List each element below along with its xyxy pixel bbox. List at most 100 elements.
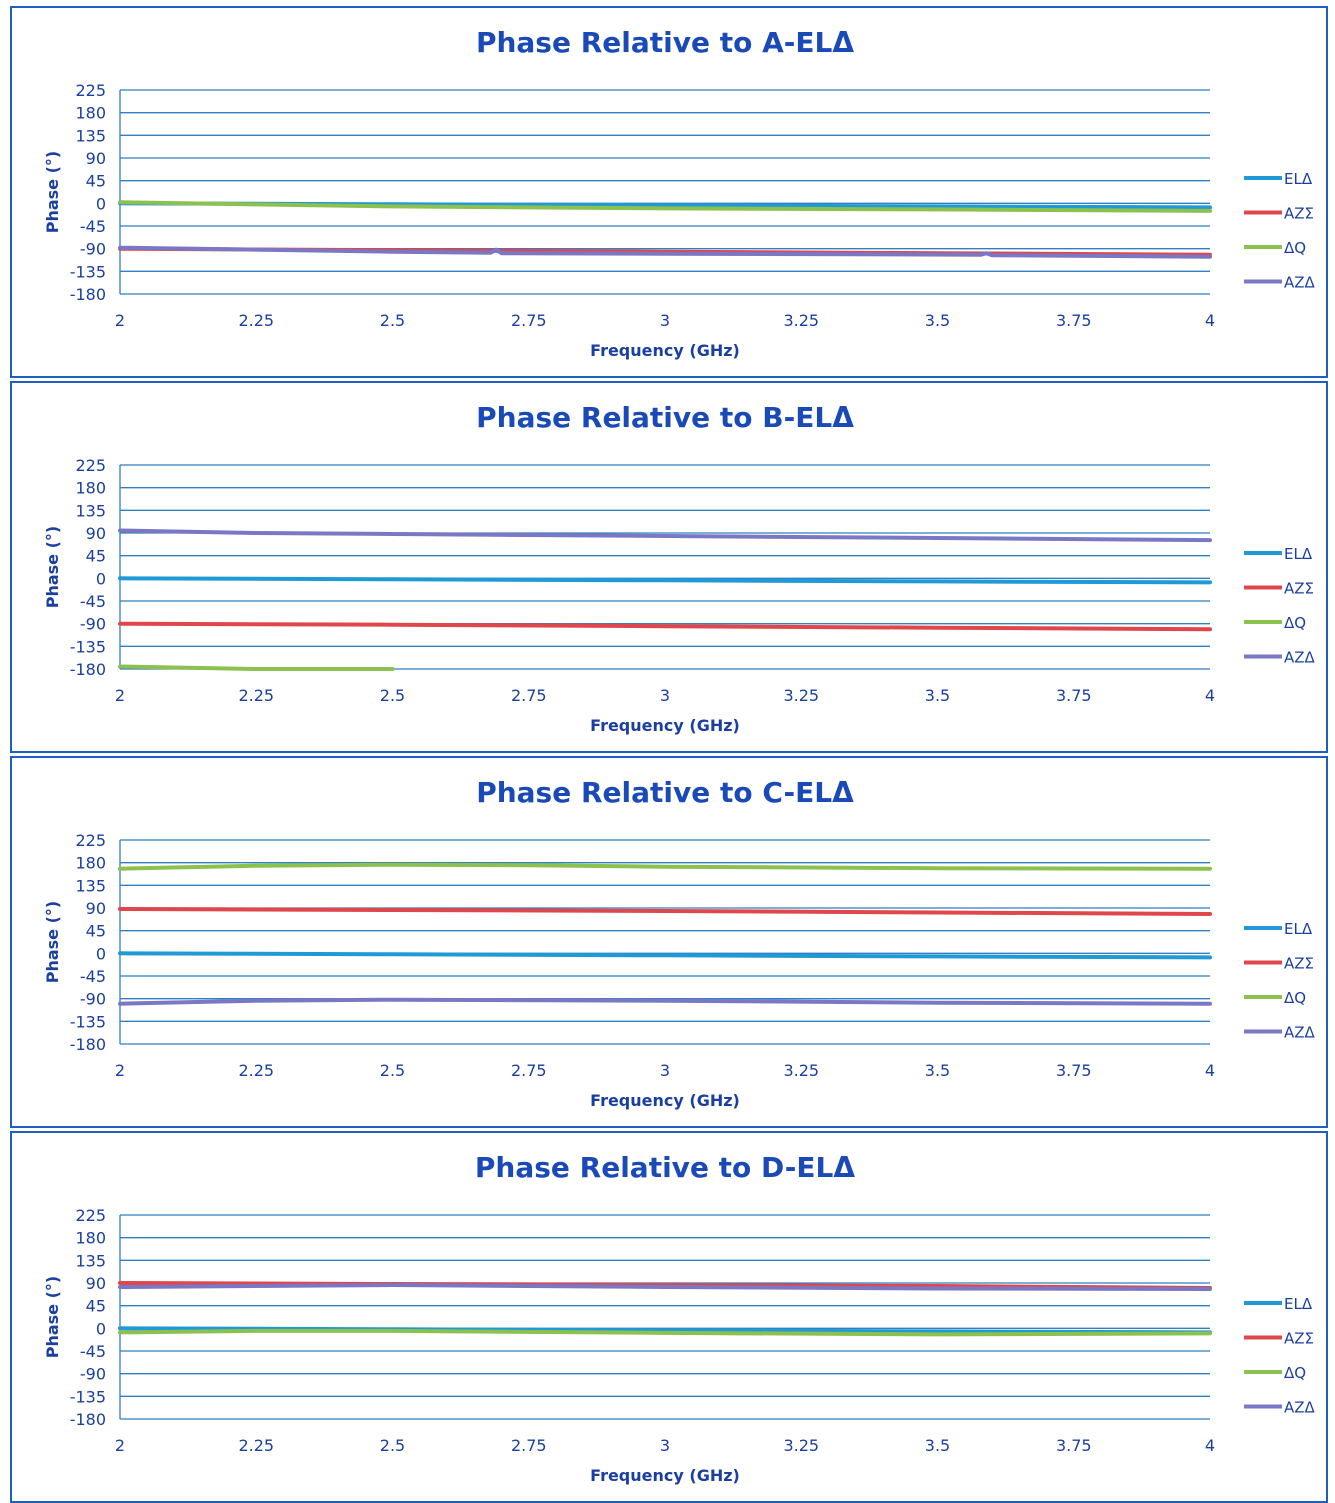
y-tick-label: -180 [70,660,106,679]
legend-label: ΔQ [1284,239,1306,257]
x-tick-label: 2.5 [380,686,405,705]
y-tick-label: -180 [70,285,106,304]
chart-svg: Phase Relative to B-ELΔ 225 180 135 90 45 0 -45… [43,401,1316,735]
y-tick-label: 0 [96,1319,106,1338]
y-tick-label: 45 [86,172,106,191]
y-tick-label: 90 [86,149,106,168]
x-tick-label: 4 [1205,1061,1215,1080]
x-tick-label: 3.25 [783,1061,819,1080]
y-tick-label: 135 [75,501,106,520]
series-line-ΔQ [118,200,1212,213]
y-tick-label: 90 [86,524,106,543]
y-tick-label: -135 [70,262,106,281]
y-tick-label: 0 [96,944,106,963]
y-tick-label: 180 [75,104,106,123]
y-tick-label: 90 [86,899,106,918]
chart-svg: Phase Relative to D-ELΔ 225 180 135 90 45 0 -45… [43,1151,1316,1485]
y-tick-label: -45 [80,1342,106,1361]
legend-label: ΔQ [1284,1364,1306,1382]
series-line-ΔQ [118,862,1212,871]
y-tick-label: 180 [75,854,106,873]
y-axis-label: Phase (°) [43,901,62,983]
y-tick-label: -90 [80,615,106,634]
x-tick-label: 3 [660,686,670,705]
chart-svg: Phase Relative to C-ELΔ 225 180 135 90 45 0 -45… [43,776,1316,1110]
x-tick-label: 2.5 [380,1436,405,1455]
y-tick-label: 90 [86,1274,106,1293]
x-tick-label: 2 [115,311,125,330]
chart-title: Phase Relative to B-ELΔ [476,401,854,434]
series-line-AZΔ [118,1283,1212,1291]
legend-label: AZΣ [1284,580,1314,598]
x-tick-label: 2 [115,1061,125,1080]
y-axis-label: Phase (°) [43,526,62,608]
x-axis-label: Frequency (GHz) [590,1466,740,1485]
chart-title: Phase Relative to C-ELΔ [476,776,854,809]
x-axis-label: Frequency (GHz) [590,716,740,735]
legend-label: AZΔ [1284,274,1316,292]
x-tick-label: 3.75 [1056,311,1092,330]
y-axis-label: Phase (°) [43,1276,62,1358]
x-tick-label: 4 [1205,1436,1215,1455]
x-tick-label: 2.25 [238,311,274,330]
x-tick-label: 3 [660,311,670,330]
series-line-AZΣ [118,907,1212,916]
legend-label: AZΔ [1284,1399,1316,1417]
x-axis-label: Frequency (GHz) [590,1091,740,1110]
x-tick-label: 2.25 [238,686,274,705]
y-tick-label: 135 [75,876,106,895]
y-tick-label: -90 [80,990,106,1009]
y-tick-label: 45 [86,547,106,566]
legend-label: ELΔ [1284,920,1313,938]
y-tick-label: -45 [80,592,106,611]
chart-svg: Phase Relative to A-ELΔ 225 180 135 90 45 0 -45… [43,26,1316,360]
x-tick-label: 2.25 [238,1061,274,1080]
y-tick-label: 45 [86,1297,106,1316]
x-tick-label: 4 [1205,311,1215,330]
y-tick-label: 135 [75,126,106,145]
x-tick-label: 2.75 [511,1436,547,1455]
y-tick-label: 225 [75,456,106,475]
x-tick-label: 3 [660,1436,670,1455]
x-tick-label: 3.5 [925,1061,950,1080]
x-tick-label: 4 [1205,686,1215,705]
x-axis-label: Frequency (GHz) [590,341,740,360]
x-tick-label: 2.25 [238,1436,274,1455]
legend-label: ΔQ [1284,989,1306,1007]
chart-panel-4: Phase Relative to D-ELΔ 225 180 135 90 45 0 -45… [10,1131,1328,1503]
legend-label: ELΔ [1284,1295,1313,1313]
legend-label: AZΣ [1284,205,1314,223]
series-line-ELΔ [118,951,1212,960]
y-tick-label: 225 [75,81,106,100]
series-line-AZΣ [118,621,1212,632]
y-tick-label: -180 [70,1035,106,1054]
x-tick-label: 3 [660,1061,670,1080]
legend-label: ELΔ [1284,545,1313,563]
legend-label: ΔQ [1284,614,1306,632]
x-tick-label: 3.75 [1056,1061,1092,1080]
x-tick-label: 3.5 [925,1436,950,1455]
chart-title: Phase Relative to D-ELΔ [475,1151,855,1184]
series-line-ΔQ [118,1328,1212,1337]
x-tick-label: 3.75 [1056,1436,1092,1455]
x-tick-label: 2.75 [511,1061,547,1080]
legend-label: ELΔ [1284,170,1313,188]
series-line-ΔQ [118,664,395,671]
x-tick-label: 2.75 [511,686,547,705]
x-tick-label: 2.75 [511,311,547,330]
y-tick-label: -90 [80,1365,106,1384]
y-tick-label: 135 [75,1251,106,1270]
x-tick-label: 3.25 [783,1436,819,1455]
y-tick-label: 0 [96,194,106,213]
x-tick-label: 3.5 [925,311,950,330]
x-tick-label: 3.5 [925,686,950,705]
series-line-AZΔ [118,997,1212,1006]
series-line-AZΔ [118,528,1212,543]
y-tick-label: 225 [75,1206,106,1225]
chart-title: Phase Relative to A-ELΔ [476,26,854,59]
y-tick-label: 45 [86,922,106,941]
x-tick-label: 2 [115,686,125,705]
chart-panel-3: Phase Relative to C-ELΔ 225 180 135 90 45 0 -45… [10,756,1328,1128]
x-tick-label: 3.75 [1056,686,1092,705]
y-tick-label: -90 [80,240,106,259]
